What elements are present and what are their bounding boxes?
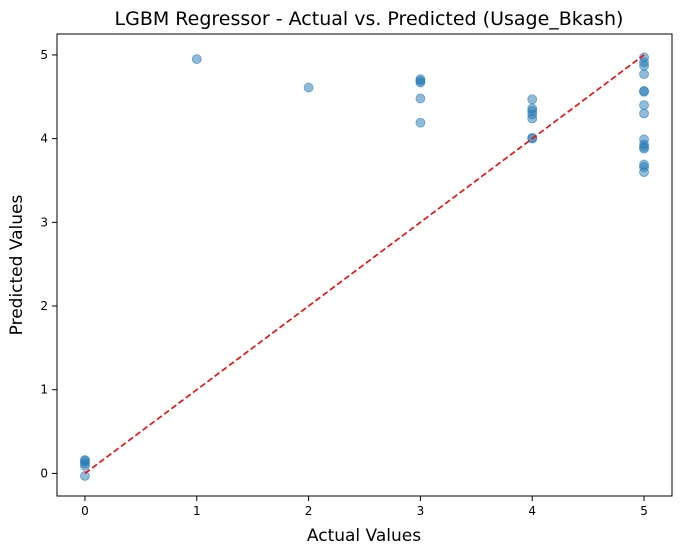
scatter-point [80,471,90,481]
y-tick-label: 0 [40,466,48,480]
scatter-point [639,108,649,119]
x-tick-label: 2 [305,504,313,518]
scatter-point [639,86,649,97]
x-axis-label: Actual Values [307,526,421,546]
scatter-point [639,100,649,111]
scatter-point [639,60,649,71]
y-tick-label: 1 [40,383,48,397]
x-tick-label: 5 [640,504,648,518]
scatter-point [415,77,426,88]
x-tick-label: 1 [193,504,201,518]
reference-line [84,54,645,475]
y-tick-label: 5 [40,48,48,62]
scatter-points [80,52,649,481]
scatter-point [527,94,538,105]
scatter-point [415,93,426,104]
y-tick-label: 2 [40,299,48,313]
x-tick-label: 4 [528,504,536,518]
y-tick-label: 3 [40,215,48,229]
chart-title: LGBM Regressor - Actual vs. Predicted (U… [115,8,624,30]
scatter-point [639,167,649,177]
x-tick-label: 0 [81,504,89,518]
scatter-point [639,69,649,80]
x-tick-label: 3 [417,504,425,518]
scatter-point [191,54,202,65]
y-axis-ticks: 0 1 2 3 4 5 [40,48,57,480]
scatter-point [80,460,90,471]
scatter-point [639,143,649,154]
plot-frame [56,33,673,497]
scatter-point [303,82,314,93]
y-axis-label: Predicted Values [7,194,27,335]
scatter-point [527,113,538,124]
scatter-point [415,117,426,128]
x-axis-ticks: 0 1 2 3 4 5 [81,496,648,518]
y-tick-label: 4 [40,132,48,146]
plot-area: 0 1 2 3 4 5 0 1 2 3 4 5 [40,33,673,518]
